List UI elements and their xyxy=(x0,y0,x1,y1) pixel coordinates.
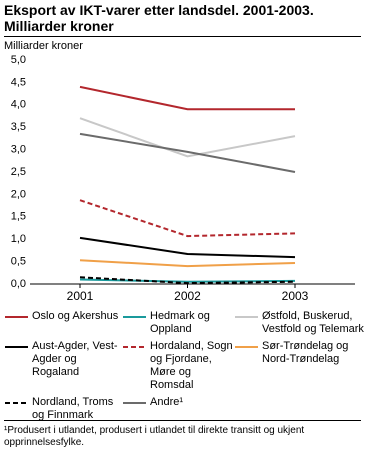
series-line xyxy=(79,132,296,173)
series-line xyxy=(79,117,296,158)
legend-item: Sør-Trøndelag og Nord-Trøndelag xyxy=(234,340,364,392)
legend-item: Nordland, Troms og Finnmark xyxy=(4,396,122,422)
series-line xyxy=(79,278,296,283)
legend-label: Oslo og Akershus xyxy=(32,310,119,322)
legend-label: Aust-Agder, Vest-Agder og Rogaland xyxy=(32,340,118,378)
legend-item: Oslo og Akershus xyxy=(4,310,122,336)
legend-label: Sør-Trøndelag og Nord-Trøndelag xyxy=(262,340,349,365)
series-line xyxy=(79,259,296,268)
legend-label: Andre¹ xyxy=(150,396,184,408)
legend-swatch xyxy=(5,402,28,404)
y-axis-label: Milliarder kroner xyxy=(4,40,83,52)
y-tick-label: 1,5 xyxy=(11,211,26,223)
legend-swatch xyxy=(235,346,258,348)
legend-swatch xyxy=(123,402,146,404)
y-tick-label: 3,0 xyxy=(11,144,26,156)
legend-label: Hordaland, Sogn og Fjordane, Møre og Rom… xyxy=(150,340,233,391)
series-line xyxy=(79,276,296,285)
y-tick-label: 3,5 xyxy=(11,121,26,133)
series-line xyxy=(79,236,296,259)
legend-swatch xyxy=(235,316,258,318)
legend-swatch xyxy=(5,316,28,318)
series-line xyxy=(79,85,295,111)
x-tick-label: 2001 xyxy=(67,289,94,303)
y-tick-label: 4,5 xyxy=(11,76,26,88)
y-tick-label: 2,5 xyxy=(11,166,26,178)
x-tick-label: 2002 xyxy=(174,289,201,303)
footnote: ¹Produsert i utlandet, produsert i utlan… xyxy=(4,425,305,448)
legend-item: Hedmark og Oppland xyxy=(122,310,234,336)
series-line xyxy=(79,199,296,238)
y-tick-label: 0,5 xyxy=(11,256,26,268)
y-tick-label: 5,0 xyxy=(11,54,26,66)
y-tick-label: 2,0 xyxy=(11,188,26,200)
chart-subtitle: Milliarder kroner xyxy=(4,18,114,34)
legend-label: Østfold, Buskerud, Vestfold og Telemark xyxy=(262,310,364,335)
y-tick-label: 4,0 xyxy=(11,99,26,111)
y-tick-label: 1,0 xyxy=(11,233,26,245)
x-tick-label: 2003 xyxy=(282,289,309,303)
legend-swatch xyxy=(5,346,28,348)
chart: Milliarder kroner 0,0 0,5 1,0 1,5 2,0 2,5 3,0 3… xyxy=(4,36,361,303)
legend-item: Aust-Agder, Vest-Agder og Rogaland xyxy=(4,340,122,392)
legend-label: Nordland, Troms og Finnmark xyxy=(32,396,114,421)
legend-swatch xyxy=(123,346,146,348)
footnote-rule xyxy=(4,420,361,421)
legend-item: Andre¹ xyxy=(122,396,234,422)
legend-swatch xyxy=(123,316,146,318)
legend-item: Østfold, Buskerud, Vestfold og Telemark xyxy=(234,310,364,336)
legend-label: Hedmark og Oppland xyxy=(150,310,210,335)
legend: Oslo og Akershus Hedmark og Oppland Østfol… xyxy=(4,310,364,422)
legend-item: Hordaland, Sogn og Fjordane, Møre og Rom… xyxy=(122,340,234,392)
y-tick-label: 0,0 xyxy=(11,278,26,290)
chart-title: Eksport av IKT-varer etter landsdel. 200… xyxy=(4,2,314,18)
